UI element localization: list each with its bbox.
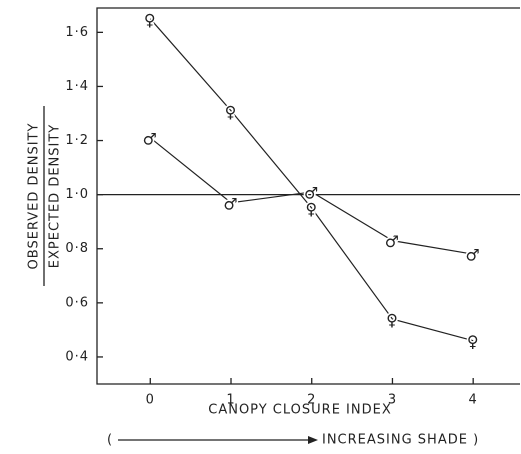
point-marker: ♂ <box>143 129 158 148</box>
x-tick-label: 0 <box>146 393 155 408</box>
point-marker: ♂ <box>223 194 238 213</box>
point-marker: ♀ <box>225 102 238 121</box>
x-tick-label: 4 <box>469 393 478 408</box>
y-tick-label: 1·4 <box>65 79 89 94</box>
y-tick-label: 0·6 <box>65 295 89 310</box>
y-tick-label: 1·2 <box>65 133 89 148</box>
y-label-bottom: EXPECTED DENSITY <box>48 124 63 268</box>
y-tick-label: 1·6 <box>65 25 89 40</box>
x-tick-label: 3 <box>388 393 397 408</box>
y-tick-label: 0·4 <box>65 349 89 364</box>
point-marker: ♂ <box>304 183 319 202</box>
annotation-open: ( <box>107 433 113 448</box>
x-tick-label: 2 <box>307 393 316 408</box>
point-marker: ♀ <box>305 200 318 219</box>
annotation: INCREASING SHADE ) <box>322 433 479 448</box>
y-tick-label: 0·8 <box>65 241 89 256</box>
axis-frame <box>96 7 520 385</box>
y-label-top: OBSERVED DENSITY <box>27 123 42 270</box>
arrow-head <box>308 436 318 444</box>
point-marker: ♀ <box>467 332 480 351</box>
x-tick-label: 1 <box>226 393 235 408</box>
y-label: OBSERVED DENSITY EXPECTED DENSITY <box>27 106 63 286</box>
series-line <box>149 137 474 255</box>
point-marker: ♀ <box>144 10 157 29</box>
series-line <box>149 18 474 342</box>
y-tick-label: 1·0 <box>65 187 89 202</box>
point-marker: ♀ <box>386 311 399 330</box>
x-label: CANOPY CLOSURE INDEX <box>208 403 391 418</box>
point-marker: ♂ <box>466 246 481 265</box>
point-marker: ♂ <box>385 232 400 251</box>
